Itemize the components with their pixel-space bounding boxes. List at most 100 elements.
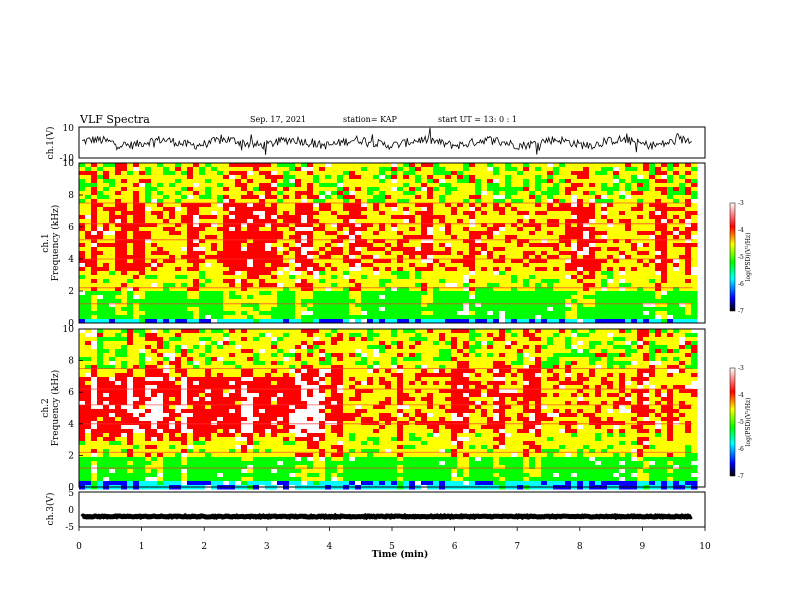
spectrogram-cell (91, 175, 98, 180)
spectrogram-cell (79, 163, 86, 168)
spectrogram-cell (463, 307, 470, 312)
spectrogram-cell (307, 199, 314, 204)
spectrogram-cell (589, 223, 596, 228)
spectrogram-cell (373, 291, 380, 296)
spectrogram-cell (145, 341, 152, 346)
spectrogram-cell (271, 227, 278, 232)
spectrogram-cell (223, 179, 230, 184)
spectrogram-cell (97, 307, 104, 312)
spectrogram-cell (583, 263, 590, 268)
spectrogram-cell (691, 215, 698, 220)
spectrogram-cell (163, 319, 170, 324)
spectrogram-cell (475, 239, 482, 244)
spectrogram-cell (289, 291, 296, 296)
spectrogram-cell (181, 207, 188, 212)
spectrogram-cell (439, 187, 446, 192)
spectrogram-cell (133, 267, 140, 272)
spectrogram-cell (553, 247, 560, 252)
spectrogram-cell (127, 187, 134, 192)
spectrogram-cell (355, 167, 362, 172)
spectrogram-cell (499, 291, 506, 296)
spectrogram-cell (589, 211, 596, 216)
spectrogram-cell (679, 287, 686, 292)
spectrogram-cell (499, 239, 506, 244)
spectrogram-cell (199, 163, 206, 168)
spectrogram-cell (457, 263, 464, 268)
spectrogram-cell (481, 337, 488, 342)
spectrogram-cell (631, 215, 638, 220)
spectrogram-cell (535, 259, 542, 264)
spectrogram-cell (589, 231, 596, 236)
spectrogram-cell (691, 279, 698, 284)
spectrogram-cell (523, 219, 530, 224)
spectrogram-cell (481, 287, 488, 292)
spectrogram-cell (163, 239, 170, 244)
spectrogram-cell (553, 235, 560, 240)
spectrogram-cell (571, 255, 578, 260)
spectrogram-cell (79, 215, 86, 220)
spectrogram-cell (397, 171, 404, 176)
spectrogram-cell (175, 211, 182, 216)
spectrogram-cell (343, 163, 350, 168)
spectrogram-cell (553, 329, 560, 334)
spectrogram-cell (577, 275, 584, 280)
spectrogram-cell (271, 179, 278, 184)
spectrogram-cell (127, 357, 134, 362)
spectrogram-cell (529, 199, 536, 204)
spectrogram-cell (529, 251, 536, 256)
spectrogram-cell (277, 227, 284, 232)
spectrogram-cell (655, 283, 662, 288)
spectrogram-cell (391, 267, 398, 272)
spectrogram-cell (79, 183, 86, 188)
spectrogram-cell (361, 329, 368, 334)
spectrogram-cell (691, 227, 698, 232)
spectrogram-cell (187, 167, 194, 172)
spectrogram-cell (511, 227, 518, 232)
spectrogram-cell (181, 357, 188, 362)
spectrogram-cell (97, 251, 104, 256)
spectrogram-cell (397, 319, 404, 324)
spectrogram-cell (547, 227, 554, 232)
spectrogram-cell (487, 271, 494, 276)
spectrogram-cell (157, 203, 164, 208)
spectrogram-cell (481, 215, 488, 220)
spectrogram-cell (325, 333, 332, 338)
spectrogram-cell (673, 183, 680, 188)
spectrogram-cell (331, 171, 338, 176)
spectrogram-cell (613, 299, 620, 304)
spectrogram-cell (637, 179, 644, 184)
spectrogram-cell (415, 259, 422, 264)
spectrogram-cell (265, 211, 272, 216)
spectrogram-cell (379, 303, 386, 308)
spectrogram-cell (121, 199, 128, 204)
spectrogram-cell (433, 247, 440, 252)
spectrogram-cell (601, 167, 608, 172)
spectrogram-cell (427, 283, 434, 288)
spectrogram-cell (331, 283, 338, 288)
spectrogram-cell (307, 171, 314, 176)
spectrogram-cell (157, 271, 164, 276)
spectrogram-cell (337, 163, 344, 168)
spectrogram-cell (469, 183, 476, 188)
spectrogram-cell (499, 337, 506, 342)
spectrogram-cell (139, 271, 146, 276)
spectrogram-cell (355, 263, 362, 268)
spectrogram-cell (439, 227, 446, 232)
spectrogram-cell (133, 307, 140, 312)
spectrogram-cell (463, 345, 470, 350)
spectrogram-cell (337, 187, 344, 192)
spectrogram-cell (127, 247, 134, 252)
spectrogram-cell (367, 319, 374, 324)
spectrogram-cell (667, 319, 674, 324)
spectrogram-cell (247, 271, 254, 276)
spectrogram-cell (157, 171, 164, 176)
spectrogram-cell (115, 207, 122, 212)
spectrogram-cell (181, 251, 188, 256)
spectrogram-cell (259, 255, 266, 260)
spectrogram-cell (619, 263, 626, 268)
spectrogram-cell (355, 183, 362, 188)
spectrogram-cell (139, 291, 146, 296)
spectrogram-cell (193, 319, 200, 324)
spectrogram-cell (217, 267, 224, 272)
spectrogram-cell (481, 247, 488, 252)
